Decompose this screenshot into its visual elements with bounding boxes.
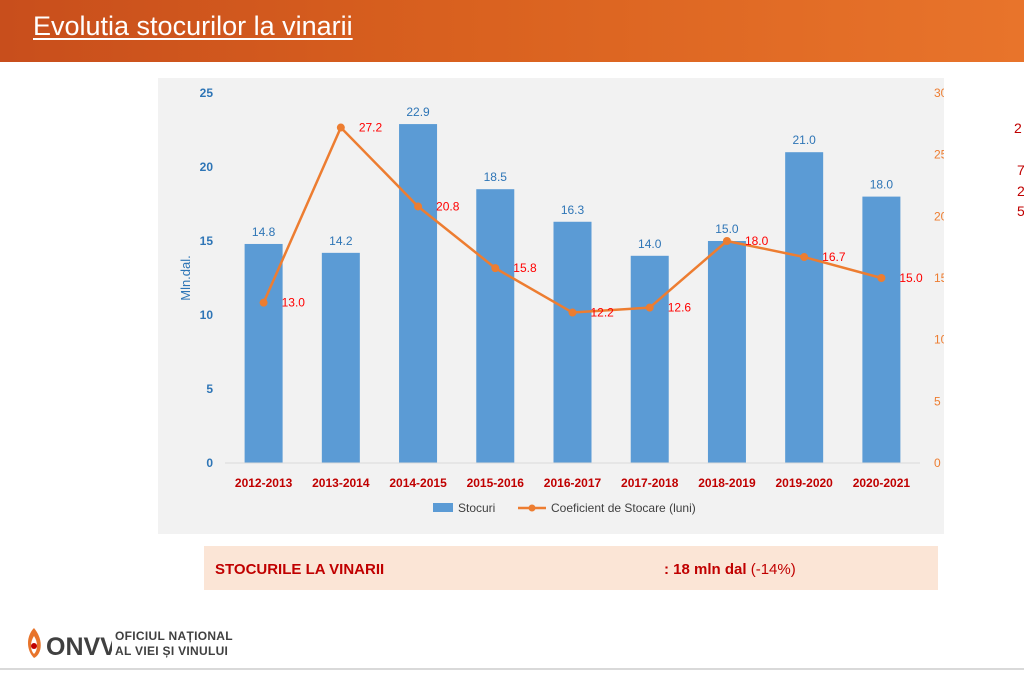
x-axis-category-label: 2013-2014	[312, 476, 370, 490]
summary-box: STOCURILE LA VINARII : 18 mln dal (-14%)	[204, 546, 938, 590]
y2-axis-tick-label: 10	[934, 333, 944, 347]
y-axis-tick-label: 0	[206, 456, 213, 470]
logo-line-2: AL VIEI ȘI VINULUI	[115, 644, 229, 658]
cut-off-text-2: 7	[1017, 162, 1024, 178]
line-value-label: 20.8	[436, 199, 460, 213]
line-point	[414, 202, 423, 211]
summary-value: : 18 mln dal (-14%)	[664, 561, 796, 578]
bar	[399, 124, 438, 463]
bar	[553, 221, 592, 463]
x-axis-category-label: 2020-2021	[853, 476, 911, 490]
bar-value-label: 15.0	[715, 222, 739, 236]
y-axis-tick-label: 10	[200, 308, 214, 322]
y2-axis-tick-label: 30	[934, 86, 944, 100]
bar-value-label: 14.0	[638, 237, 662, 251]
x-axis-category-label: 2018-2019	[698, 476, 756, 490]
bar-value-label: 21.0	[792, 133, 816, 147]
bar	[630, 255, 669, 463]
line-value-label: 16.7	[822, 250, 846, 264]
logo-line-1: OFICIUL NAȚIONAL	[115, 629, 233, 643]
x-axis-category-label: 2016-2017	[544, 476, 602, 490]
bar	[707, 241, 746, 463]
y2-axis-tick-label: 15	[934, 271, 944, 285]
x-axis-category-label: 2017-2018	[621, 476, 679, 490]
bar-value-label: 16.3	[561, 203, 585, 217]
line-value-label: 18.0	[745, 234, 769, 248]
line-value-label: 27.2	[359, 121, 383, 135]
y2-axis-tick-label: 20	[934, 209, 944, 223]
line-point	[722, 237, 731, 245]
chart-panel: 0 5 10 15 20 25 0 5 10 15 20 25 30 Mln.dal. Coeficient…	[158, 78, 944, 534]
y2-axis-tick-label: 0	[934, 456, 941, 470]
line-point	[645, 303, 654, 312]
bar	[476, 189, 515, 463]
line-point	[568, 308, 577, 317]
page-title: Evolutia stocurilor la vinarii	[33, 11, 353, 41]
summary-amount: : 18 mln dal	[664, 561, 747, 578]
cut-off-text-3: 2	[1017, 183, 1024, 199]
summary-change: (-14%)	[750, 561, 796, 578]
y2-axis-tick-label: 25	[934, 148, 944, 162]
logo-mark: ONVV	[46, 633, 112, 661]
bar-value-label: 18.0	[870, 178, 894, 192]
line-point	[336, 123, 345, 132]
summary-label: STOCURILE LA VINARII	[215, 561, 385, 578]
legend-line-marker	[528, 504, 536, 512]
onvv-logo: ONVV	[28, 628, 112, 661]
bar	[785, 152, 824, 463]
line-value-label: 13.0	[282, 296, 306, 310]
footer-divider	[0, 668, 1024, 670]
legend-line-label: Coeficient de Stocare (luni)	[551, 501, 696, 515]
x-axis-category-label: 2019-2020	[775, 476, 833, 490]
logo-text: OFICIUL NAȚIONAL AL VIEI ȘI VINULUI	[115, 629, 233, 659]
bar-value-label: 18.5	[484, 170, 508, 184]
y2-axis-tick-label: 5	[934, 394, 941, 408]
y-axis-tick-label: 25	[200, 86, 214, 100]
legend-bar-label: Stocuri	[458, 501, 495, 515]
line-point	[259, 298, 268, 307]
bar-value-label: 14.8	[252, 225, 276, 239]
line-value-label: 15.0	[899, 271, 923, 285]
cut-off-text-4: 5	[1017, 203, 1024, 219]
line-point	[877, 274, 886, 282]
y-axis-title: Mln.dal.	[178, 255, 193, 301]
line-point	[800, 253, 809, 262]
line-value-label: 12.6	[668, 301, 692, 315]
bar-value-label: 22.9	[406, 105, 430, 119]
x-axis-category-label: 2012-2013	[235, 476, 293, 490]
y-axis-tick-label: 20	[200, 160, 214, 174]
bar	[321, 252, 360, 463]
line-point	[491, 264, 500, 273]
bar	[244, 243, 283, 463]
y-axis-tick-label: 15	[200, 234, 214, 248]
bar	[862, 196, 901, 463]
x-axis-category-label: 2014-2015	[389, 476, 447, 490]
legend-bar-swatch	[433, 503, 453, 512]
combo-chart: 0 5 10 15 20 25 0 5 10 15 20 25 30 Mln.dal. Coeficient…	[178, 86, 944, 515]
x-axis-category-label: 2015-2016	[467, 476, 525, 490]
line-value-label: 15.8	[513, 261, 537, 275]
bar-value-label: 14.2	[329, 234, 353, 248]
cut-off-text-1: 2	[1014, 120, 1022, 136]
title-bar: Evolutia stocurilor la vinarii	[0, 0, 1024, 62]
line-value-label: 12.2	[591, 306, 615, 320]
y-axis-tick-label: 5	[206, 382, 213, 396]
